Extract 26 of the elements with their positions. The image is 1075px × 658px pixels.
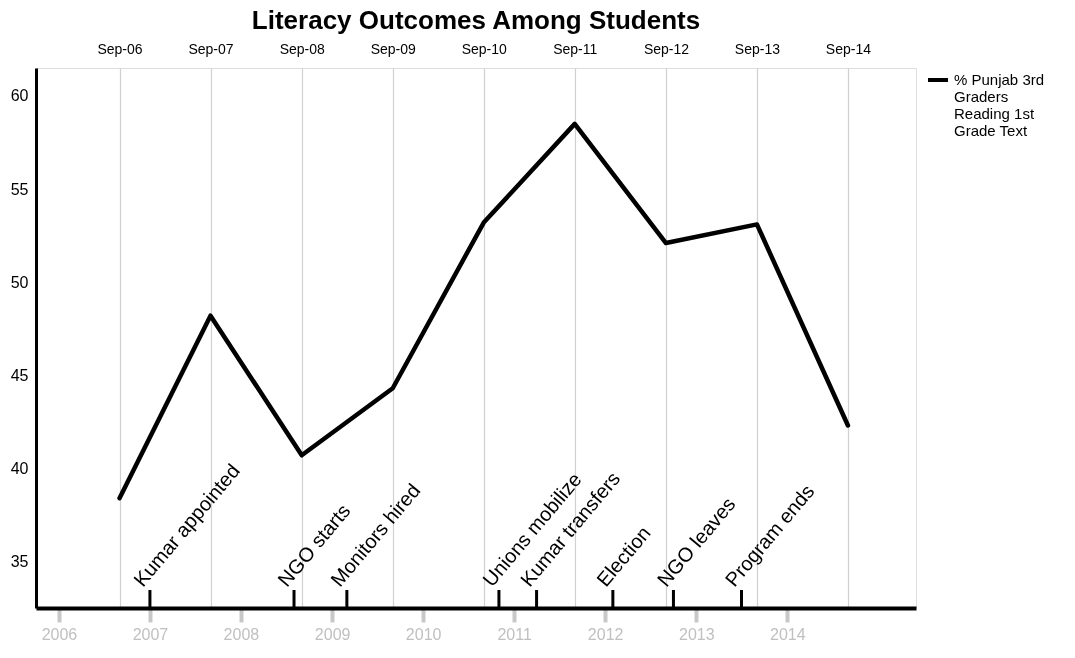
x-tick-label: 2009 xyxy=(314,625,351,643)
x2-tick-label: Sep-13 xyxy=(734,40,781,57)
x2-tick-label: Sep-08 xyxy=(279,40,326,57)
y-tick-label: 60 xyxy=(10,87,29,105)
x2-tick-label: Sep-06 xyxy=(97,40,143,57)
x2-tick-label: Sep-10 xyxy=(461,40,508,57)
x-tick-label: 2012 xyxy=(587,625,624,643)
legend-label: % Punjab 3rd Graders Reading 1st Grade Text xyxy=(954,71,1045,139)
x-tick-label: 2006 xyxy=(41,625,78,643)
y-tick-label: 40 xyxy=(10,459,29,477)
y-tick-label: 35 xyxy=(10,552,29,570)
y-tick-label: 55 xyxy=(10,180,29,198)
chart-title: Literacy Outcomes Among Students xyxy=(251,5,701,35)
x-tick-label: 2011 xyxy=(497,625,532,643)
x2-tick-label: Sep-07 xyxy=(188,40,234,57)
x-tick-label: 2008 xyxy=(223,625,260,643)
x-tick-label: 2014 xyxy=(770,625,806,643)
x2-tick-label: Sep-14 xyxy=(825,40,872,57)
x-tick-label: 2010 xyxy=(405,625,442,643)
x2-tick-label: Sep-09 xyxy=(370,40,417,57)
x-tick-label: 2007 xyxy=(132,625,169,643)
y-tick-label: 45 xyxy=(10,366,29,384)
x2-tick-label: Sep-11 xyxy=(553,40,598,57)
x-tick-label: 2013 xyxy=(679,625,715,643)
y-tick-label: 50 xyxy=(10,273,29,291)
x2-tick-label: Sep-12 xyxy=(643,40,690,57)
